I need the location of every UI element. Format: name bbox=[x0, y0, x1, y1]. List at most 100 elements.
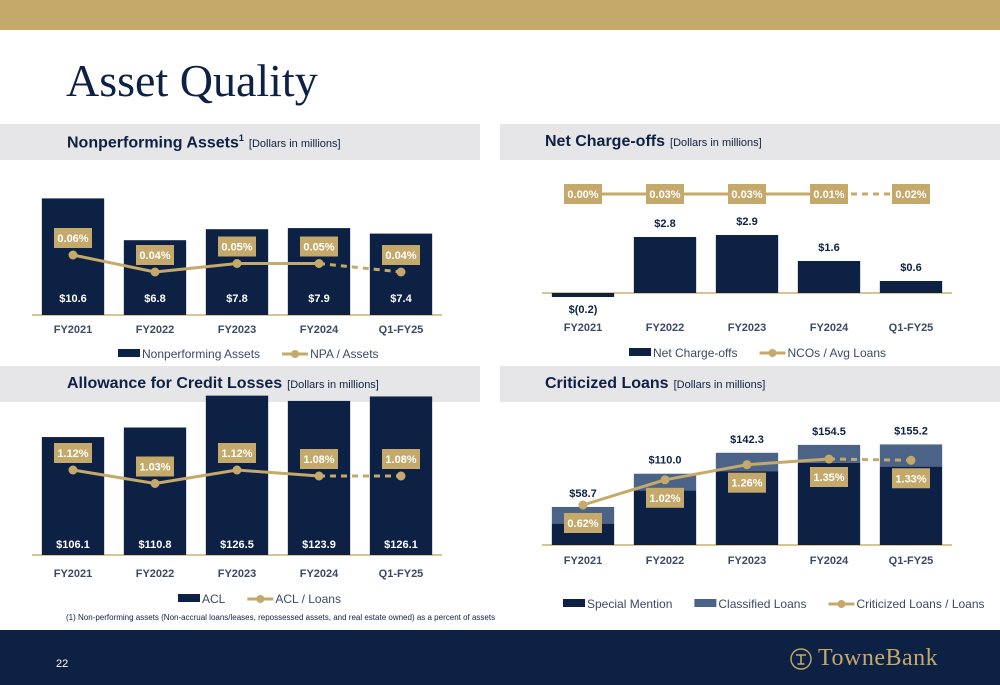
nco-line-label-1: 0.03% bbox=[649, 189, 680, 201]
npa-legend-marker-1 bbox=[291, 350, 300, 358]
acl-line-label-0-box bbox=[54, 443, 92, 463]
crit-line-label-1-box bbox=[646, 487, 684, 508]
footer-bar bbox=[0, 630, 1000, 685]
nco-line-label-3: 0.01% bbox=[813, 189, 844, 201]
npa-section-bar bbox=[0, 124, 480, 160]
nco-line-label-2-box bbox=[728, 184, 766, 204]
acl-legend-label-1: ACL / Loans bbox=[275, 592, 341, 606]
logo-text: TowneBank bbox=[818, 645, 939, 671]
acl-line-label-3: 1.08% bbox=[303, 454, 334, 466]
npa-bar-label-3: $7.9 bbox=[308, 293, 329, 305]
npa-bar-label-4: $7.4 bbox=[390, 293, 412, 305]
npa-legend-label-0: Nonperforming Assets bbox=[142, 347, 260, 361]
npa-line-label-4: 0.04% bbox=[385, 250, 416, 262]
acl-legend-label-0: ACL bbox=[202, 592, 226, 606]
nco-category-label-4: Q1-FY25 bbox=[889, 322, 934, 334]
npa-line-label-4-box bbox=[382, 245, 420, 265]
nco-units: [Dollars in millions] bbox=[670, 137, 762, 149]
npa-category-label-1: FY2022 bbox=[136, 324, 175, 336]
crit-title-text: Criticized Loans bbox=[545, 375, 669, 392]
acl-point-2 bbox=[232, 465, 242, 475]
npa-line-label-3-box bbox=[300, 236, 338, 257]
npa-point-3 bbox=[314, 259, 324, 268]
npa-category-label-4: Q1-FY25 bbox=[379, 324, 424, 336]
nco-section-bar bbox=[500, 124, 1000, 160]
nco-bar-label-0: $(0.2) bbox=[569, 304, 598, 316]
nco-bar-3 bbox=[797, 261, 861, 293]
acl-line bbox=[72, 468, 320, 485]
nco-line-label-0: 0.00% bbox=[567, 189, 598, 201]
acl-bar-label-0: $106.1 bbox=[56, 539, 90, 551]
crit-line-label-2: 1.26% bbox=[731, 478, 762, 490]
npa-bar-label-2: $7.8 bbox=[226, 293, 247, 305]
bank-seal-icon bbox=[790, 647, 812, 670]
crit-point-0 bbox=[578, 500, 588, 510]
crit-line-label-0-box bbox=[564, 513, 602, 533]
acl-point-4 bbox=[396, 471, 406, 481]
crit-legend-label-0: Special Mention bbox=[587, 597, 672, 611]
page-number: 22 bbox=[56, 658, 69, 670]
acl-line-label-4: 1.08% bbox=[385, 454, 416, 466]
acl-category-label-2: FY2023 bbox=[218, 568, 257, 580]
acl-line-label-0: 1.12% bbox=[57, 448, 88, 460]
nco-bar-1 bbox=[633, 237, 697, 293]
nco-bar-0 bbox=[551, 293, 615, 297]
nco-legend-label-1: NCOs / Avg Loans bbox=[788, 346, 887, 360]
crit-category-label-1: FY2022 bbox=[646, 555, 685, 567]
nco-line-label-1-box bbox=[646, 184, 684, 204]
crit-line bbox=[582, 457, 830, 507]
crit-line-label-3: 1.35% bbox=[813, 472, 844, 484]
npa-line-label-1-box bbox=[136, 245, 174, 265]
npa-point-4 bbox=[396, 267, 406, 277]
acl-point-3 bbox=[314, 471, 324, 481]
npa-legend-swatch-0 bbox=[118, 349, 140, 357]
acl-line-label-1: 1.03% bbox=[139, 462, 170, 474]
acl-category-label-0: FY2021 bbox=[54, 568, 93, 580]
npa-line-label-2-box bbox=[218, 236, 256, 257]
crit-line-label-0: 0.62% bbox=[567, 518, 598, 530]
npa-line-label-1: 0.04% bbox=[139, 250, 170, 262]
npa-bar-label-1: $6.8 bbox=[144, 293, 165, 305]
acl-bar-label-3: $123.9 bbox=[302, 539, 336, 551]
nco-line-label-0-box bbox=[564, 184, 602, 204]
towne-bank-logo: TowneBank bbox=[790, 645, 938, 672]
acl-line-label-4-box bbox=[382, 449, 420, 469]
acl-legend-swatch-0 bbox=[178, 594, 200, 602]
nco-legend-marker-1 bbox=[768, 349, 777, 357]
nco-bar-label-3: $1.6 bbox=[818, 242, 839, 254]
nco-category-label-3: FY2024 bbox=[810, 322, 849, 334]
npa-line-dashed bbox=[318, 262, 402, 274]
nco-category-label-2: FY2023 bbox=[728, 322, 767, 334]
npa-category-label-2: FY2023 bbox=[218, 324, 257, 336]
crit-section-bar bbox=[500, 366, 1000, 402]
npa-line bbox=[72, 253, 319, 274]
nco-bar-label-1: $2.8 bbox=[654, 218, 675, 230]
npa-line-label-0: 0.06% bbox=[57, 233, 88, 245]
crit-section-title: Criticized Loans [Dollars in millions] bbox=[545, 375, 765, 393]
acl-category-label-3: FY2024 bbox=[300, 568, 339, 580]
crit-legend-swatch-1 bbox=[694, 599, 717, 607]
acl-units: [Dollars in millions] bbox=[287, 379, 379, 391]
npa-line-label-0-box bbox=[54, 228, 92, 248]
npa-legend-label-1: NPA / Assets bbox=[310, 347, 378, 361]
crit-legend-swatch-0 bbox=[563, 599, 585, 607]
npa-footnote-marker: 1 bbox=[238, 133, 244, 143]
npa-category-label-3: FY2024 bbox=[300, 324, 339, 336]
acl-bar-label-2: $126.5 bbox=[220, 539, 254, 551]
nco-bar-label-4: $0.6 bbox=[900, 262, 921, 274]
nco-line-label-3-box bbox=[810, 184, 848, 204]
crit-category-label-3: FY2024 bbox=[810, 555, 849, 567]
acl-line-label-3-box bbox=[300, 449, 338, 469]
crit-line-label-3-box bbox=[810, 467, 848, 488]
npa-section-title: Nonperforming Assets1 [Dollars in million… bbox=[67, 133, 341, 152]
nco-category-label-0: FY2021 bbox=[564, 322, 603, 334]
npa-line-label-3: 0.05% bbox=[303, 242, 334, 254]
npa-units: [Dollars in millions] bbox=[248, 138, 341, 151]
nco-bar-4 bbox=[879, 281, 943, 293]
crit-line-label-4-box bbox=[892, 468, 930, 489]
crit-total-label-2: $142.3 bbox=[730, 434, 764, 446]
crit-line-label-4: 1.33% bbox=[895, 473, 926, 485]
top-accent-bar bbox=[0, 0, 1000, 30]
npa-point-0 bbox=[68, 250, 78, 260]
page-title: Asset Quality bbox=[66, 55, 318, 106]
